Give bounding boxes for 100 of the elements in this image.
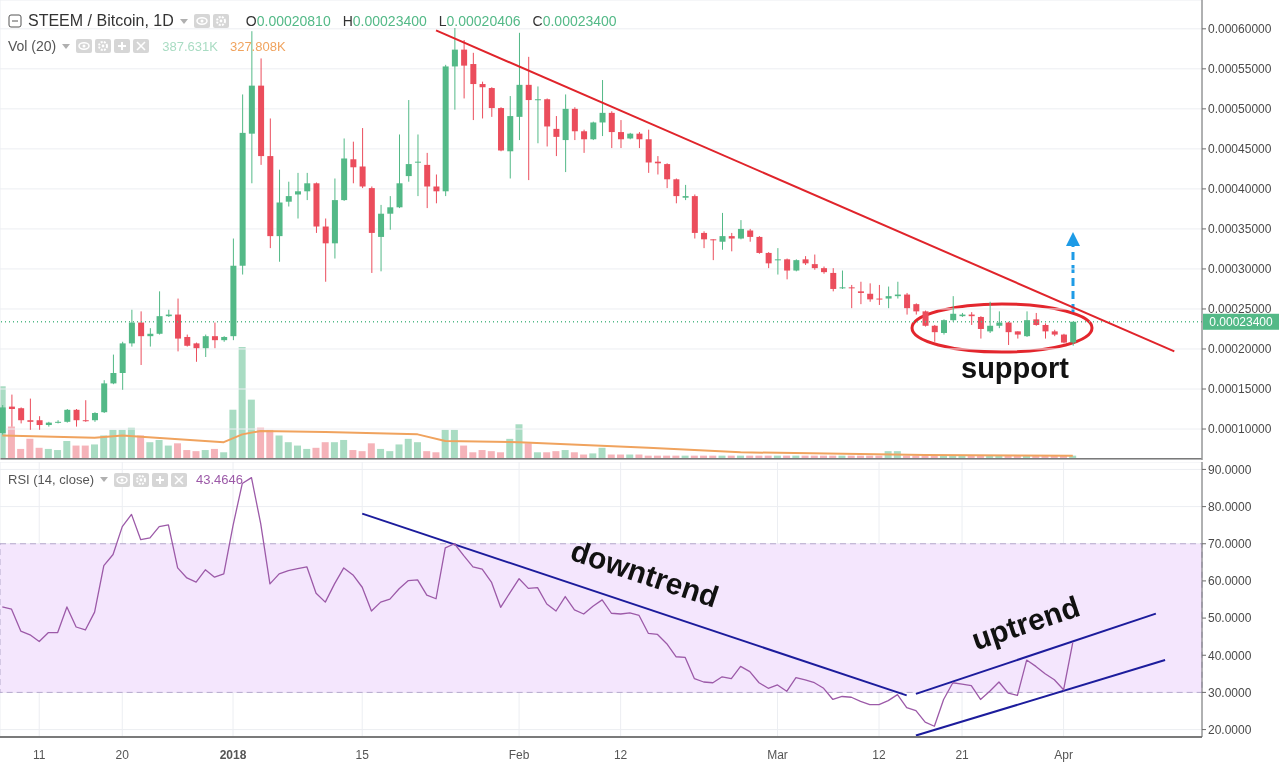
bar bbox=[63, 441, 71, 459]
bar bbox=[395, 444, 403, 459]
x-tick-label: 12 bbox=[872, 748, 886, 762]
x-tick-label: Apr bbox=[1054, 748, 1073, 762]
candlestick bbox=[664, 162, 671, 189]
ref-line-label: 0.00023400 bbox=[1209, 314, 1274, 329]
candlestick bbox=[82, 399, 89, 423]
y-tick-label: 0.00045000 bbox=[1208, 142, 1272, 157]
candlestick bbox=[534, 85, 541, 144]
candlestick bbox=[479, 81, 486, 119]
x-tick-label: 20 bbox=[115, 748, 130, 762]
x-tick-label: Mar bbox=[767, 748, 788, 762]
candlestick bbox=[488, 86, 495, 118]
bar bbox=[284, 442, 292, 459]
candlestick bbox=[977, 315, 984, 340]
candlestick bbox=[673, 177, 680, 204]
y-tick-label: 80.0000 bbox=[1208, 499, 1252, 514]
candlestick bbox=[599, 79, 606, 137]
annotation: C0.00023400 bbox=[532, 13, 617, 29]
candlestick bbox=[728, 232, 735, 252]
y-tick-label: 0.00035000 bbox=[1208, 222, 1272, 237]
y-tick-label: 0.00010000 bbox=[1208, 422, 1272, 437]
candlestick bbox=[848, 284, 855, 309]
candlestick bbox=[55, 419, 62, 424]
y-tick-label: 60.0000 bbox=[1208, 574, 1252, 589]
x-tick-label: 15 bbox=[355, 748, 370, 762]
y-tick-label: 0.00015000 bbox=[1208, 382, 1272, 397]
text: RSI (14, close) bbox=[8, 472, 94, 487]
candlestick bbox=[608, 110, 615, 149]
y-tick-label: 0.00025000 bbox=[1208, 302, 1272, 317]
bar bbox=[26, 438, 34, 459]
y-tick-label: 0.00030000 bbox=[1208, 262, 1272, 277]
candlestick bbox=[571, 106, 578, 141]
candlestick bbox=[359, 127, 366, 189]
candlestick bbox=[839, 270, 846, 290]
annotation: 43.4646 bbox=[195, 472, 243, 487]
y-tick-label: 0.00055000 bbox=[1208, 62, 1272, 77]
bar bbox=[367, 443, 375, 459]
y-tick-label: 0.00050000 bbox=[1208, 102, 1272, 117]
candlestick bbox=[202, 334, 209, 358]
candlestick bbox=[719, 212, 726, 251]
candlestick bbox=[553, 115, 560, 157]
bar bbox=[404, 438, 412, 459]
annotation: L0.00020406 bbox=[438, 13, 521, 29]
candlestick bbox=[405, 99, 412, 183]
bar bbox=[312, 447, 320, 459]
bar bbox=[155, 439, 163, 459]
candlestick bbox=[618, 119, 624, 149]
x-tick-label: 2018 bbox=[219, 748, 247, 762]
annotation: H0.00023400 bbox=[342, 13, 427, 29]
candlestick bbox=[701, 230, 708, 249]
candlestick bbox=[378, 204, 385, 272]
candlestick bbox=[27, 398, 34, 431]
candlestick bbox=[110, 354, 117, 385]
candlestick bbox=[295, 172, 301, 220]
candlestick bbox=[710, 238, 717, 261]
candlestick bbox=[581, 129, 588, 154]
x-tick-label: 11 bbox=[32, 748, 46, 762]
bar bbox=[589, 453, 597, 459]
bar bbox=[321, 442, 329, 459]
x-tick-label: 21 bbox=[955, 748, 970, 762]
candlestick bbox=[304, 172, 311, 201]
bar bbox=[598, 447, 606, 459]
text: STEEM / Bitcoin, 1D bbox=[28, 12, 174, 30]
y-tick-label: 0.00020000 bbox=[1208, 342, 1272, 357]
y-tick-label: 30.0000 bbox=[1208, 685, 1252, 700]
bar bbox=[413, 442, 421, 459]
bar bbox=[90, 444, 98, 459]
candlestick bbox=[525, 56, 532, 181]
candlestick bbox=[885, 286, 892, 309]
candlestick bbox=[857, 281, 864, 305]
y-tick-label: 0.00040000 bbox=[1208, 182, 1272, 197]
candlestick bbox=[414, 133, 421, 197]
candlestick bbox=[387, 195, 394, 231]
candlestick bbox=[322, 218, 329, 283]
candlestick bbox=[433, 173, 440, 204]
x-tick-label: Feb bbox=[508, 748, 530, 762]
y-tick-label: 40.0000 bbox=[1208, 648, 1252, 663]
y-tick-label: 0.00060000 bbox=[1208, 22, 1272, 37]
candlestick bbox=[774, 247, 781, 276]
bar bbox=[238, 347, 246, 459]
annotation: 387.631K bbox=[162, 38, 218, 54]
annotation: support bbox=[961, 351, 1070, 384]
bar bbox=[340, 439, 348, 459]
bar bbox=[330, 442, 338, 459]
candlestick bbox=[876, 284, 883, 306]
candlestick bbox=[1005, 321, 1012, 346]
candlestick bbox=[211, 322, 218, 349]
candlestick bbox=[350, 141, 357, 184]
candlestick bbox=[285, 181, 292, 208]
bar bbox=[275, 435, 283, 459]
bar bbox=[174, 443, 182, 459]
candlestick bbox=[451, 27, 458, 111]
chart-title: Vol (20) bbox=[8, 38, 57, 54]
bar bbox=[247, 399, 255, 459]
y-tick-label: 70.0000 bbox=[1208, 537, 1252, 552]
x-tick-label: 12 bbox=[613, 748, 628, 762]
bar bbox=[35, 447, 43, 459]
candlestick bbox=[424, 152, 431, 209]
candlestick bbox=[138, 310, 145, 366]
